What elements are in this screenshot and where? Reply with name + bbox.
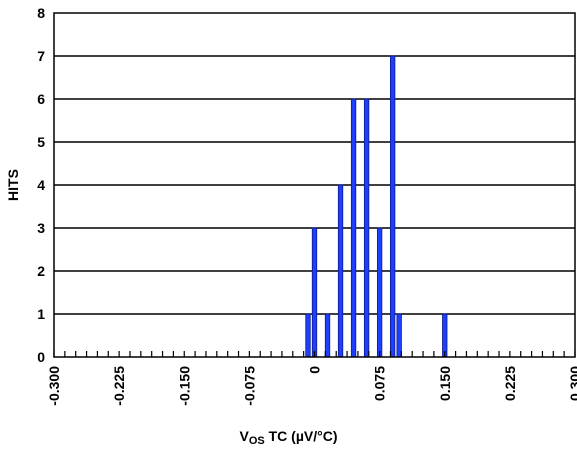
bar	[389, 55, 396, 358]
y-tick-label: 4	[37, 177, 45, 193]
bar	[363, 98, 370, 358]
x-tick-label: -0.225	[111, 366, 127, 406]
x-axis-label-rest: TC (µV/°C)	[264, 428, 338, 444]
y-tick-label: 6	[37, 91, 45, 107]
axes	[53, 12, 576, 358]
x-tick-label: 0.225	[502, 366, 518, 401]
y-tick-label: 3	[37, 220, 45, 236]
y-tick-label: 8	[37, 5, 45, 21]
y-tick-labels: 0 1 2 3 4 5 6 7 8	[37, 5, 45, 365]
bar	[396, 313, 402, 358]
x-axis-label-main: V	[239, 428, 249, 444]
x-axis-label-subscript: OS	[248, 435, 265, 447]
x-tick-label: 0	[307, 366, 323, 374]
x-tick-label: 0.300	[567, 366, 577, 401]
y-tick-label: 1	[37, 306, 45, 322]
y-axis-label: HITS	[5, 169, 21, 201]
x-tick-label: 0.075	[372, 366, 388, 401]
y-tick-label: 5	[37, 134, 45, 150]
y-tick-label: 2	[37, 263, 45, 279]
bar	[376, 227, 383, 358]
bar	[442, 313, 448, 358]
y-tick-label: 0	[37, 349, 45, 365]
bar	[305, 313, 311, 358]
bar-series	[305, 55, 448, 358]
bar	[324, 313, 331, 358]
x-tick-label: -0.075	[241, 366, 257, 406]
x-tick-label: -0.300	[46, 366, 62, 406]
x-tick-labels: -0.300 -0.225 -0.150 -0.075 0 0.075 0.150 0.225…	[46, 366, 577, 406]
x-tick-label: 0.150	[437, 366, 453, 401]
bar	[337, 184, 344, 358]
y-tick-label: 7	[37, 48, 45, 64]
bar	[311, 227, 318, 358]
x-tick-label: -0.150	[176, 366, 192, 406]
x-axis-label: VOS TC (µV/°C)	[0, 428, 577, 447]
bar	[350, 98, 357, 358]
